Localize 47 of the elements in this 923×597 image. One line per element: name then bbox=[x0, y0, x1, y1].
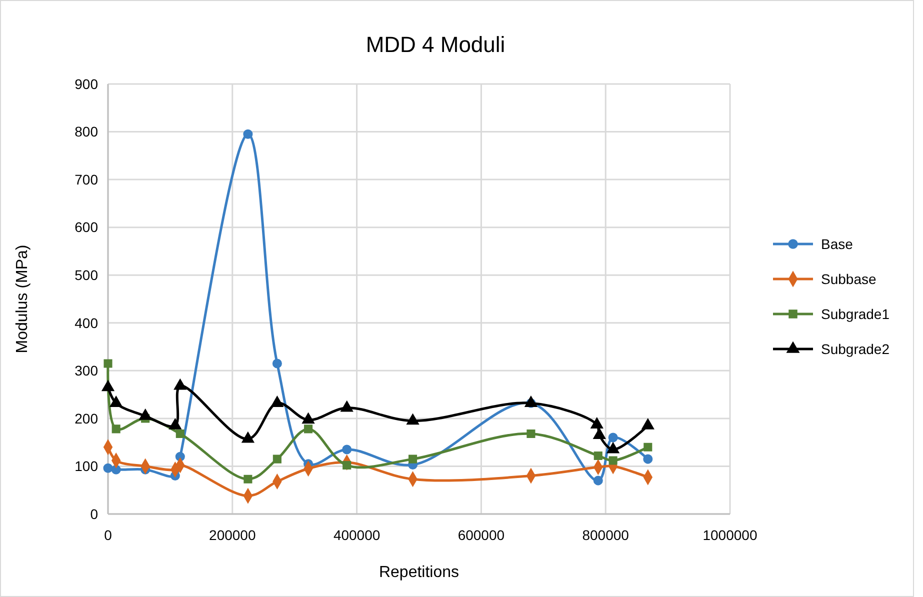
x-axis-title: Repetitions bbox=[378, 564, 460, 581]
point bbox=[406, 414, 420, 425]
point bbox=[643, 454, 653, 464]
point bbox=[103, 463, 113, 473]
point bbox=[608, 432, 618, 442]
legend-label: Subbase bbox=[821, 270, 876, 287]
point bbox=[644, 442, 652, 452]
y-axis-title: Modulus (MPa) bbox=[14, 244, 31, 354]
point bbox=[608, 456, 618, 465]
y-tick-label: 100 bbox=[74, 458, 98, 474]
x-tick-label: 800000 bbox=[582, 527, 630, 543]
y-tick-label: 700 bbox=[74, 171, 98, 188]
point bbox=[174, 378, 186, 390]
point bbox=[272, 358, 282, 368]
point bbox=[302, 412, 315, 424]
point bbox=[342, 460, 352, 470]
x-tick-label: 0 bbox=[104, 527, 112, 543]
chart-title: MDD 4 Moduli bbox=[366, 32, 506, 57]
legend-label: Base bbox=[821, 236, 854, 252]
y-tick-label: 400 bbox=[74, 314, 98, 331]
y-tick-label: 900 bbox=[74, 76, 98, 92]
point bbox=[272, 454, 282, 464]
point bbox=[340, 400, 354, 412]
point bbox=[112, 424, 120, 434]
point bbox=[408, 454, 418, 464]
point bbox=[342, 444, 352, 454]
y-tick-label: 600 bbox=[74, 219, 98, 236]
point bbox=[594, 451, 602, 460]
y-tick-label: 800 bbox=[74, 124, 98, 140]
point bbox=[102, 380, 114, 392]
y-tick-label: 300 bbox=[74, 362, 98, 379]
point bbox=[593, 476, 603, 486]
legend-label: Subgrade1 bbox=[821, 306, 890, 322]
point bbox=[243, 129, 253, 139]
point bbox=[244, 474, 252, 484]
point bbox=[176, 429, 184, 438]
point bbox=[104, 359, 112, 368]
y-tick-label: 0 bbox=[90, 506, 98, 522]
y-tick-label: 500 bbox=[74, 267, 98, 284]
y-tick-label: 200 bbox=[74, 410, 98, 426]
point bbox=[304, 424, 313, 434]
x-tick-label: 600000 bbox=[458, 527, 505, 543]
x-tick-label: 400000 bbox=[333, 527, 380, 543]
legend-label: Subgrade2 bbox=[821, 340, 890, 357]
x-tick-label: 1000000 bbox=[702, 527, 758, 543]
x-tick-label: 200000 bbox=[209, 527, 256, 543]
point bbox=[526, 429, 536, 438]
